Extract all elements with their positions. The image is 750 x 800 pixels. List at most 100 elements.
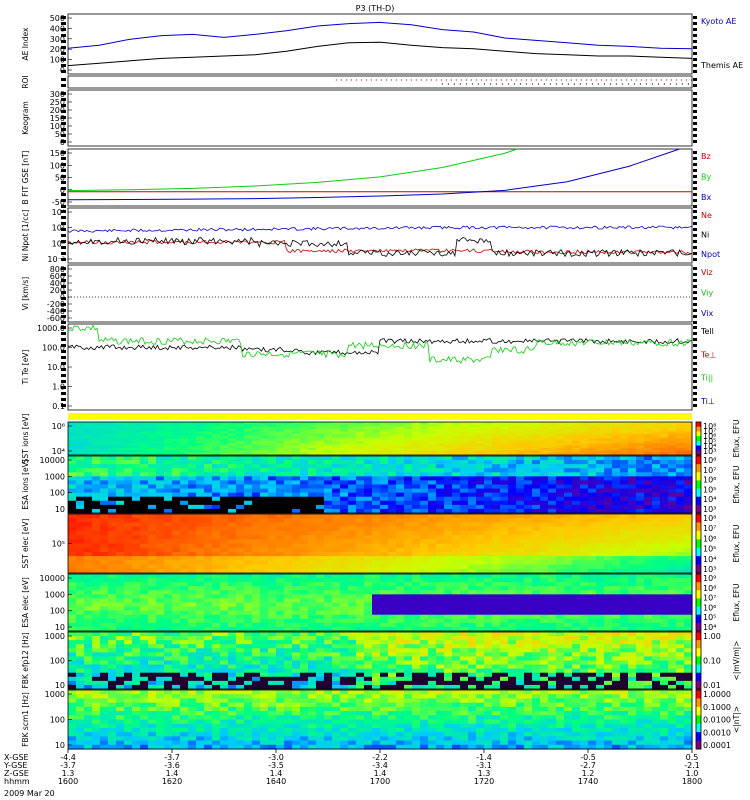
spectrogram-cell <box>284 484 293 490</box>
spectrogram-cell <box>500 626 509 632</box>
spectrogram-cell <box>244 514 253 519</box>
spectrogram-cell <box>220 606 229 612</box>
spectrogram-cell <box>484 578 493 583</box>
spectrogram-cell <box>412 574 421 579</box>
spectrogram-cell <box>92 664 101 670</box>
spectrogram-cell <box>100 539 109 545</box>
colorbar-tick-label: 10⁶ <box>703 432 716 441</box>
spectrogram-cell <box>476 530 485 536</box>
spectrogram-cell <box>108 560 117 566</box>
spectrogram-cell <box>148 664 157 670</box>
spectrogram-cell <box>564 456 573 461</box>
spectrogram-cell <box>380 422 389 425</box>
spectrogram-cell <box>412 610 421 616</box>
spectrogram-cell <box>420 460 429 465</box>
spectrogram-cell <box>572 422 581 425</box>
spectrogram-cell <box>508 514 517 519</box>
spectrogram-cell <box>564 496 573 502</box>
spectrogram-cell <box>620 488 629 494</box>
spectrogram-cell <box>108 656 117 662</box>
spectrogram-cell <box>316 480 325 486</box>
spectrogram-cell <box>316 424 325 428</box>
spectrogram-cell <box>196 547 205 553</box>
spectrogram-cell <box>452 472 461 477</box>
spectrogram-cell <box>228 480 237 486</box>
y-axis-label: SST elec [eV] <box>21 518 30 568</box>
spectrogram-cell <box>332 429 341 433</box>
spectrogram-cell <box>92 582 101 587</box>
spectrogram-cell <box>172 526 181 532</box>
spectrogram-cell <box>132 614 141 620</box>
spectrogram-cell <box>596 526 605 532</box>
spectrogram-cell <box>340 518 349 524</box>
spectrogram-cell <box>292 447 301 451</box>
spectrogram-cell <box>420 606 429 612</box>
spectrogram-cell <box>100 676 109 682</box>
spectrogram-cell <box>388 578 397 583</box>
spectrogram-cell <box>268 522 277 528</box>
spectrogram-cell <box>220 547 229 553</box>
spectrogram-cell <box>484 504 493 510</box>
spectrogram-cell <box>164 443 173 447</box>
spectrogram-cell <box>516 424 525 428</box>
spectrogram-cell <box>260 590 269 595</box>
spectrogram-cell <box>180 431 189 435</box>
spectrogram-cell <box>204 468 213 473</box>
spectrogram-cell <box>148 556 157 561</box>
spectrogram-cell <box>644 614 653 620</box>
spectrogram-cell <box>508 445 517 449</box>
axis-tick-mark <box>61 279 66 282</box>
spectrogram-cell <box>612 522 621 528</box>
spectrogram-cell <box>484 582 493 587</box>
spectrogram-cell <box>420 508 429 514</box>
spectrogram-cell <box>508 472 517 477</box>
spectrogram-cell <box>356 590 365 595</box>
spectrogram-cell <box>284 560 293 566</box>
spectrogram-cell <box>204 500 213 506</box>
spectrogram-cell <box>460 547 469 553</box>
spectrogram-cell <box>412 464 421 469</box>
spectrogram-cell <box>436 514 445 519</box>
spectrogram-cell <box>516 456 525 461</box>
spectrogram-cell <box>636 560 645 566</box>
spectrogram-cell <box>628 514 637 519</box>
spectrogram-cell <box>540 560 549 566</box>
spectrogram-cell <box>556 431 565 435</box>
spectrogram-cell <box>572 460 581 465</box>
panel-frame <box>67 75 693 89</box>
spectrogram-cell <box>636 464 645 469</box>
spectrogram-cell <box>180 436 189 440</box>
spectrogram-cell <box>484 429 493 433</box>
spectrogram-cell <box>172 480 181 486</box>
spectrogram-cell <box>76 648 85 653</box>
spectrogram-sst_e <box>68 514 693 574</box>
spectrogram-cell <box>572 568 581 574</box>
spectrogram-cell <box>212 522 221 528</box>
spectrogram-cell <box>628 484 637 490</box>
spectrogram-cell <box>508 530 517 536</box>
spectrogram-cell <box>180 472 189 477</box>
spectrogram-cell <box>636 447 645 451</box>
colorbar-segment <box>696 504 701 514</box>
spectrogram-cell <box>668 530 677 536</box>
spectrogram-cell <box>364 610 373 616</box>
spectrogram-cell <box>268 590 277 595</box>
spectrogram-cell <box>196 426 205 430</box>
spectrogram-cell <box>676 456 685 461</box>
spectrogram-cell <box>76 632 85 637</box>
spectrogram-cell <box>348 530 357 536</box>
spectrogram-cell <box>612 578 621 583</box>
spectrogram-cell <box>356 438 365 442</box>
spectrogram-cell <box>204 522 213 528</box>
spectrogram-cell <box>436 447 445 451</box>
axis-tick-mark <box>693 258 697 261</box>
spectrogram-cell <box>588 626 597 632</box>
spectrogram-cell <box>100 551 109 557</box>
spectrogram-cell <box>412 472 421 477</box>
spectrogram-cell <box>532 618 541 624</box>
spectrogram-cell <box>620 610 629 616</box>
spectrogram-cell <box>396 598 405 604</box>
colorbar-segment <box>696 582 701 591</box>
colorbar-segment <box>696 450 701 456</box>
spectrogram-cell <box>316 500 325 506</box>
